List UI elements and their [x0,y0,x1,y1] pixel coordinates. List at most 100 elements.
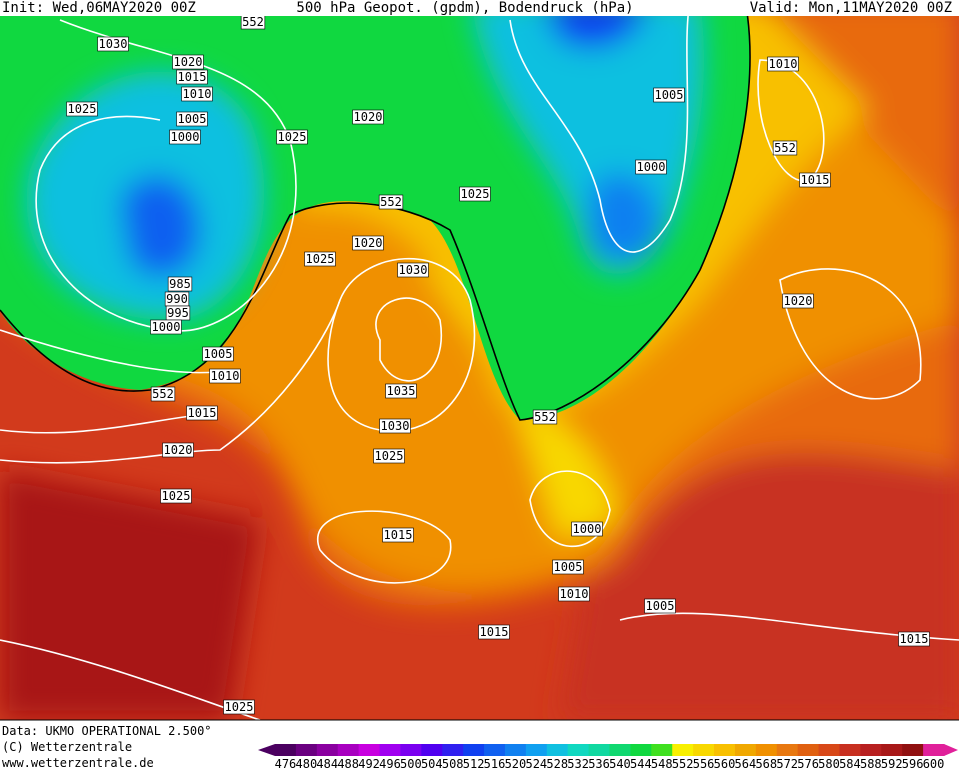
label-box [150,386,176,402]
valid-time: Valid: Mon,11MAY2020 00Z [750,0,952,16]
label-text: 1015 [900,632,929,646]
label-box [176,111,208,127]
isobar-label: 1025 [276,129,308,145]
label-text: 1025 [68,102,97,116]
label-text: 1015 [384,528,413,542]
label-box [799,172,831,188]
legend-swatch [484,744,506,756]
label-text: 552 [380,195,402,209]
legend-label: 584 [839,757,861,770]
legend-swatch [693,744,715,756]
legend-swatch [463,744,485,756]
isobar-label: 552 [240,16,266,30]
legend-swatch [316,744,339,756]
legend-label: 548 [651,757,673,770]
legend-swatch [818,744,840,756]
isobar-label: 1005 [644,598,676,614]
legend-swatch [755,744,778,756]
legend-swatch [734,744,757,756]
isobar-label: 1000 [169,129,201,145]
isobar-label: 1015 [176,69,208,85]
legend-swatch [588,744,610,756]
legend-label: 484 [316,757,338,770]
label-text: 1005 [204,347,233,361]
label-box [304,251,336,267]
legend-label: 572 [776,757,798,770]
label-text: 1010 [769,57,798,71]
isobar-label: 1005 [202,346,234,362]
legend-swatch [630,744,652,756]
label-box [176,69,208,85]
label-box [767,56,799,72]
legend-label: 580 [818,757,840,770]
legend-swatch [358,744,381,756]
isobar-label: 1005 [552,559,584,575]
label-text: 990 [166,292,188,306]
label-text: 1010 [211,369,240,383]
label-text: 552 [152,387,174,401]
legend-label: 488 [337,757,359,770]
label-box [352,235,384,251]
label-text: 1000 [637,160,666,174]
label-box [635,159,667,175]
label-box [169,129,201,145]
label-text: 985 [169,277,191,291]
isobar-label: 1000 [635,159,667,175]
legend-swatch [651,744,673,756]
label-box [379,418,411,434]
legend-swatch [839,744,861,756]
label-text: 1025 [375,449,404,463]
isobar-label: 1010 [767,56,799,72]
legend-swatch [275,744,297,756]
label-box [150,319,182,335]
label-text: 552 [534,410,556,424]
isobar-label: 1010 [181,86,213,102]
label-text: 1000 [171,130,200,144]
legend-label: 524 [525,757,547,770]
label-box [772,140,798,156]
map-title: 500 hPa Geopot. (gpdm), Bodendruck (hPa) [296,0,633,16]
label-box [172,54,204,70]
label-box [202,346,234,362]
data-source: Data: UKMO OPERATIONAL 2.500° [2,724,212,738]
legend-label: 552 [672,757,694,770]
legend-label: 532 [567,757,589,770]
label-text: 1015 [480,625,509,639]
legend-label: 504 [421,757,443,770]
legend-label: 560 [714,757,736,770]
label-box [478,624,510,640]
legend-label: 476 [275,757,297,770]
color-legend: 476 480 484 488 492 496 500 504 508 512 516 520 524 5… [258,744,958,771]
isobar-label: 1020 [352,235,384,251]
isobar-label: 1030 [397,262,429,278]
isobar-label: 1010 [558,586,590,602]
label-box [352,109,384,125]
isobar-label: 1025 [160,488,192,504]
isobar-label: 1000 [150,319,182,335]
isobar-label: 1025 [66,101,98,117]
label-text: 1015 [178,70,207,84]
label-text: 1020 [784,294,813,308]
isobar-label: 1025 [223,699,255,715]
isobar-label: 985 [167,276,193,292]
legend-swatch [609,744,631,756]
isobar-label: 995 [165,305,191,321]
isobar-label: 1005 [176,111,208,127]
isobar-label: 1020 [352,109,384,125]
label-text: 1025 [306,252,335,266]
legend-swatch [400,744,422,756]
label-box [181,86,213,102]
label-box [532,409,558,425]
legend-swatch [546,744,569,756]
label-box [240,16,266,30]
label-text: 1000 [573,522,602,536]
legend-swatch [797,744,820,756]
legend-label: 544 [630,757,652,770]
label-box [644,598,676,614]
label-text: 1020 [174,55,203,69]
isobar-label: 1025 [304,251,336,267]
legend-arrow-left [258,744,275,756]
isobar-label: 1035 [385,383,417,399]
legend-swatch [295,744,318,756]
